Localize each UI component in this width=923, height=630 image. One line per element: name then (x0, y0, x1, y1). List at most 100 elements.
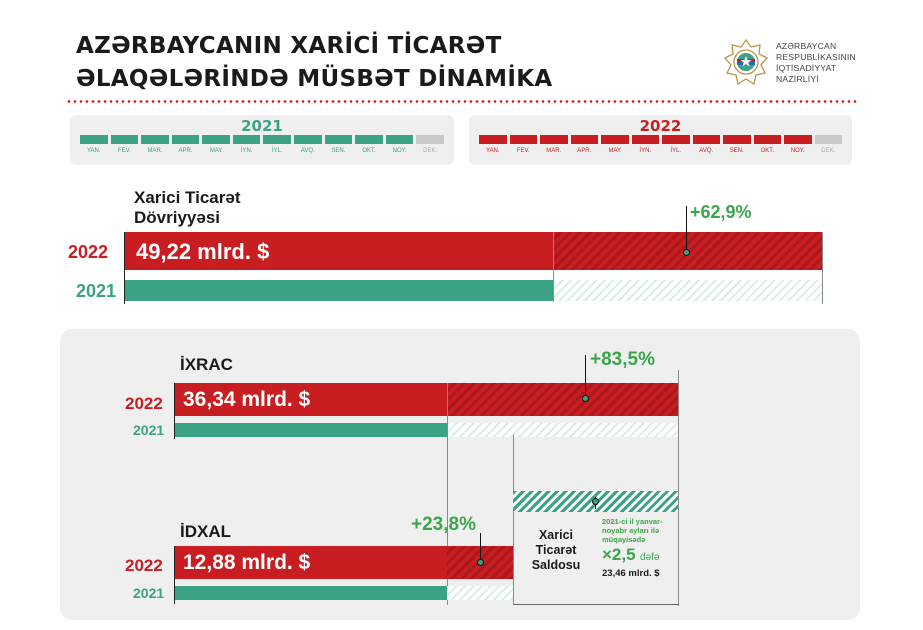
import-growth: +23,8% (411, 514, 476, 535)
import-bar-2021 (175, 586, 447, 600)
balance-note-line: müqayisədə (602, 535, 646, 544)
import-value-2022: 12,88 mlrd. $ (183, 551, 311, 574)
timeline-month-bar (479, 135, 507, 144)
timeline-month: MAR. (141, 135, 169, 154)
timeline-month-label: MAR. (147, 148, 163, 154)
balance-title-line: Saldosu (531, 558, 581, 572)
export-growth: +83,5% (590, 349, 655, 370)
dotted-divider (66, 100, 858, 103)
timeline-month: İYL. (662, 135, 690, 154)
turnover-bar-2022-base (125, 232, 553, 270)
turnover-label-line: Xarici Ticarət (134, 188, 241, 207)
timeline-month-label: APR. (577, 148, 592, 154)
timeline-month-bar (753, 135, 781, 144)
timeline-month: DEK. (814, 135, 842, 154)
turnover-end-line (822, 232, 823, 304)
timeline-month-label: DEK. (821, 148, 836, 154)
timeline-month-bar (232, 135, 261, 144)
timeline-months: YAN. FEV. MAR. APR. MAY İYN. İYL. AVQ. SEN. OKT. N… (479, 135, 842, 154)
timeline-month-bar (80, 135, 108, 144)
timeline-month-bar (110, 135, 139, 144)
turnover-axis (124, 232, 125, 304)
timeline-month: FEV. (509, 135, 537, 154)
import-pointer-dot (477, 559, 484, 566)
import-end-line (513, 435, 514, 605)
timeline-month-label: OKT. (760, 148, 774, 154)
page-title: AZƏRBAYCANIN XARİCİ TİCARƏT ƏLAQƏLƏRİNDƏ… (76, 30, 552, 96)
timeline-month-bar (784, 135, 812, 144)
timeline-month: MAY (601, 135, 629, 154)
balance-value: 23,46 mlrd. $ (602, 568, 660, 579)
timeline-month: MAR. (540, 135, 568, 154)
timeline-month-label: MAR. (546, 148, 562, 154)
timeline-month: APR. (570, 135, 598, 154)
timeline-month: SEN. (324, 135, 353, 154)
import-label: İDXAL (180, 522, 231, 541)
ministry-line: NAZİRLİYİ (776, 74, 819, 84)
turnover-bar-2021-gap (553, 280, 823, 301)
timeline-month-bar (631, 135, 659, 144)
timeline-month-label: NOY. (790, 148, 805, 154)
timeline-month-bar (814, 135, 842, 144)
balance-multiplier-group: ×2,5 dəfə (602, 545, 659, 565)
timeline-month: AVQ. (692, 135, 720, 154)
timeline-month: DEK. (416, 135, 444, 154)
balance-pointer-dot (592, 498, 599, 505)
balance-bottom-line (513, 604, 679, 605)
turnover-bar-2021 (125, 280, 553, 301)
ministry-line: İQTİSADİYYAT (776, 63, 837, 73)
timeline-month: NOY. (385, 135, 414, 154)
timeline-month-label: YAN. (87, 148, 101, 154)
export-bar-2022-growth (447, 383, 678, 416)
timeline-month-bar (324, 135, 353, 144)
import-axis (174, 546, 175, 604)
timeline-month: OKT. (753, 135, 781, 154)
timeline-month: AVQ. (294, 135, 322, 154)
timeline-month-label: MAY (608, 148, 622, 154)
timeline-month-bar (141, 135, 169, 144)
timeline-month: FEV. (110, 135, 139, 154)
timeline-months: YAN. FEV. MAR. APR. MAY İYN. İYL. AVQ. SEN. OKT. N… (80, 135, 444, 154)
timeline-month-bar (385, 135, 414, 144)
import-year-2021: 2021 (133, 585, 165, 601)
timeline-month-bar (540, 135, 568, 144)
timeline-month-label: SEN. (331, 148, 346, 154)
export-label: İXRAC (180, 355, 233, 374)
export-axis (174, 383, 175, 439)
export-year-2021: 2021 (133, 422, 165, 438)
timeline-month-label: FEV. (117, 148, 131, 154)
timeline-month-bar (263, 135, 292, 144)
timeline-year: 2021 (241, 117, 283, 135)
timeline-month-label: İYL. (670, 148, 682, 154)
title-line-2: ƏLAQƏLƏRİNDƏ MÜSBƏT DİNAMİKA (76, 66, 553, 92)
timeline-month-label: NOY. (392, 148, 407, 154)
timeline-2022: 2022 YAN. FEV. MAR. APR. MAY İYN. İYL. AVQ. SEN.… (469, 115, 852, 165)
balance-note: 2021-ci il yanvar- noyabr ayları ilə müq… (602, 517, 662, 544)
timeline-month: MAY (202, 135, 230, 154)
timeline-month: YAN. (479, 135, 507, 154)
export-pointer-line (585, 355, 586, 399)
timeline-month-bar (202, 135, 230, 144)
timeline-month: OKT. (355, 135, 383, 154)
balance-multiplier-unit: dəfə (640, 552, 660, 563)
turnover-pointer-line (686, 206, 687, 253)
export-bar-2021-gap (447, 423, 678, 437)
timeline-month-bar (171, 135, 200, 144)
timeline-month-label: DEK. (423, 148, 438, 154)
ministry-name: AZƏRBAYCAN RESPUBLİKASININ İQTİSADİYYAT … (776, 41, 856, 85)
balance-note-line: noyabr ayları ilə (602, 526, 660, 535)
timeline-year: 2022 (639, 117, 682, 135)
import-bar-2022-base (175, 546, 447, 579)
title-line-1: AZƏRBAYCANIN XARİCİ TİCARƏT (76, 33, 502, 59)
timeline-month-label: İYL. (271, 148, 283, 154)
timeline-month: İYL. (263, 135, 292, 154)
balance-title-line: Xarici (538, 528, 574, 542)
timeline-month-label: İYN. (240, 148, 253, 154)
timeline-2021: 2021 YAN. FEV. MAR. APR. MAY İYN. İYL. AVQ. SEN.… (70, 115, 454, 165)
ministry-line: RESPUBLİKASININ (776, 52, 856, 62)
export-end-line (678, 370, 679, 606)
import-pointer-line (480, 533, 481, 563)
timeline-month-bar (416, 135, 444, 144)
timeline-month: NOY. (784, 135, 812, 154)
timeline-month-label: APR. (178, 148, 193, 154)
